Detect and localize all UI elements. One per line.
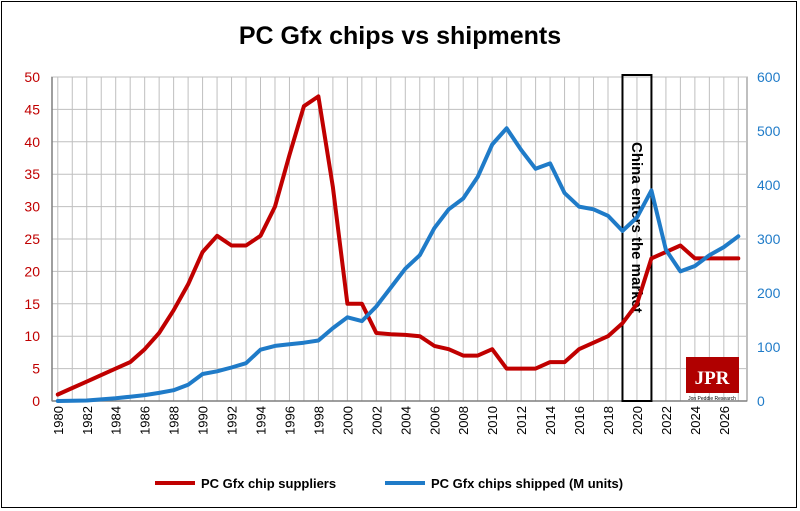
annotation-rect: [621, 74, 653, 402]
y-axis-left: 0 5 10 15 20 25 30 35 40 45 50: [24, 69, 40, 409]
y-right-tick-label: 500: [757, 123, 781, 139]
logo-badge: [686, 357, 739, 393]
y-left-tick-label: 10: [24, 328, 40, 344]
grid: [51, 76, 748, 402]
y-left-tick-label: 25: [24, 231, 40, 247]
series: [55, 94, 741, 403]
x-axis: 1980 1982 1984 1986 1988 1990 1992 1994 1996 1998…: [51, 406, 732, 435]
y-right-tick-label: 100: [757, 339, 781, 355]
x-tick-label: 2024: [688, 406, 703, 435]
y-right-tick-label: 300: [757, 231, 781, 247]
y-axis-right: 0 100 200 300 400 500 600: [757, 69, 781, 409]
x-tick-label: 1980: [51, 406, 66, 435]
x-tick-label: 1986: [138, 406, 153, 435]
x-tick-label: 1982: [80, 406, 95, 435]
x-tick-label: 2026: [717, 406, 732, 435]
y-left-tick-label: 35: [24, 166, 40, 182]
y-right-tick-label: 200: [757, 285, 781, 301]
x-tick-label: 2012: [514, 406, 529, 435]
logo-subtext: Jon Peddie Research: [688, 396, 736, 402]
y-left-tick-label: 20: [24, 263, 40, 279]
x-tick-label: 2018: [601, 406, 616, 435]
x-tick-label: 1988: [167, 406, 182, 435]
y-left-tick-label: 30: [24, 199, 40, 215]
x-tick-label: 1998: [311, 406, 326, 435]
chart-title: PC Gfx chips vs shipments: [239, 22, 561, 50]
x-tick-label: 2022: [659, 406, 674, 435]
x-tick-label: 1990: [196, 406, 211, 435]
x-tick-label: 2020: [630, 406, 645, 435]
x-tick-label: 2000: [340, 406, 355, 435]
y-right-tick-label: 0: [757, 393, 765, 409]
y-left-tick-label: 15: [24, 296, 40, 312]
x-tick-label: 2004: [398, 406, 413, 435]
annotation-text: China enters the market: [628, 142, 645, 313]
y-left-tick-label: 50: [24, 69, 40, 85]
legend-label-shipped: PC Gfx chips shipped (M units): [431, 476, 623, 491]
y-right-tick-label: 600: [757, 69, 781, 85]
y-left-tick-label: 5: [32, 361, 40, 377]
legend: PC Gfx chip suppliers PC Gfx chips shipp…: [155, 476, 623, 491]
series-line-shipped: [55, 126, 741, 403]
legend-label-suppliers: PC Gfx chip suppliers: [201, 476, 336, 491]
x-tick-label: 2006: [427, 406, 442, 435]
logo-mark: JPR: [695, 368, 730, 389]
x-tick-label: 1996: [282, 406, 297, 435]
x-tick-label: 1994: [254, 406, 269, 435]
x-tick-label: 2016: [572, 406, 587, 435]
jpr-logo: JPR Jon Peddie Research: [686, 357, 739, 402]
x-tick-label: 1992: [225, 406, 240, 435]
x-tick-label: 2014: [543, 406, 558, 435]
x-tick-label: 2008: [456, 406, 471, 435]
y-left-tick-label: 45: [24, 101, 40, 117]
x-tick-label: 2010: [485, 406, 500, 435]
y-left-tick-label: 0: [32, 393, 40, 409]
series-line-suppliers: [55, 94, 741, 397]
annotation-box: China enters the market: [621, 74, 653, 402]
x-tick-label: 2002: [369, 406, 384, 435]
x-tick-label: 1984: [109, 406, 124, 435]
y-right-tick-label: 400: [757, 177, 781, 193]
y-left-tick-label: 40: [24, 134, 40, 150]
